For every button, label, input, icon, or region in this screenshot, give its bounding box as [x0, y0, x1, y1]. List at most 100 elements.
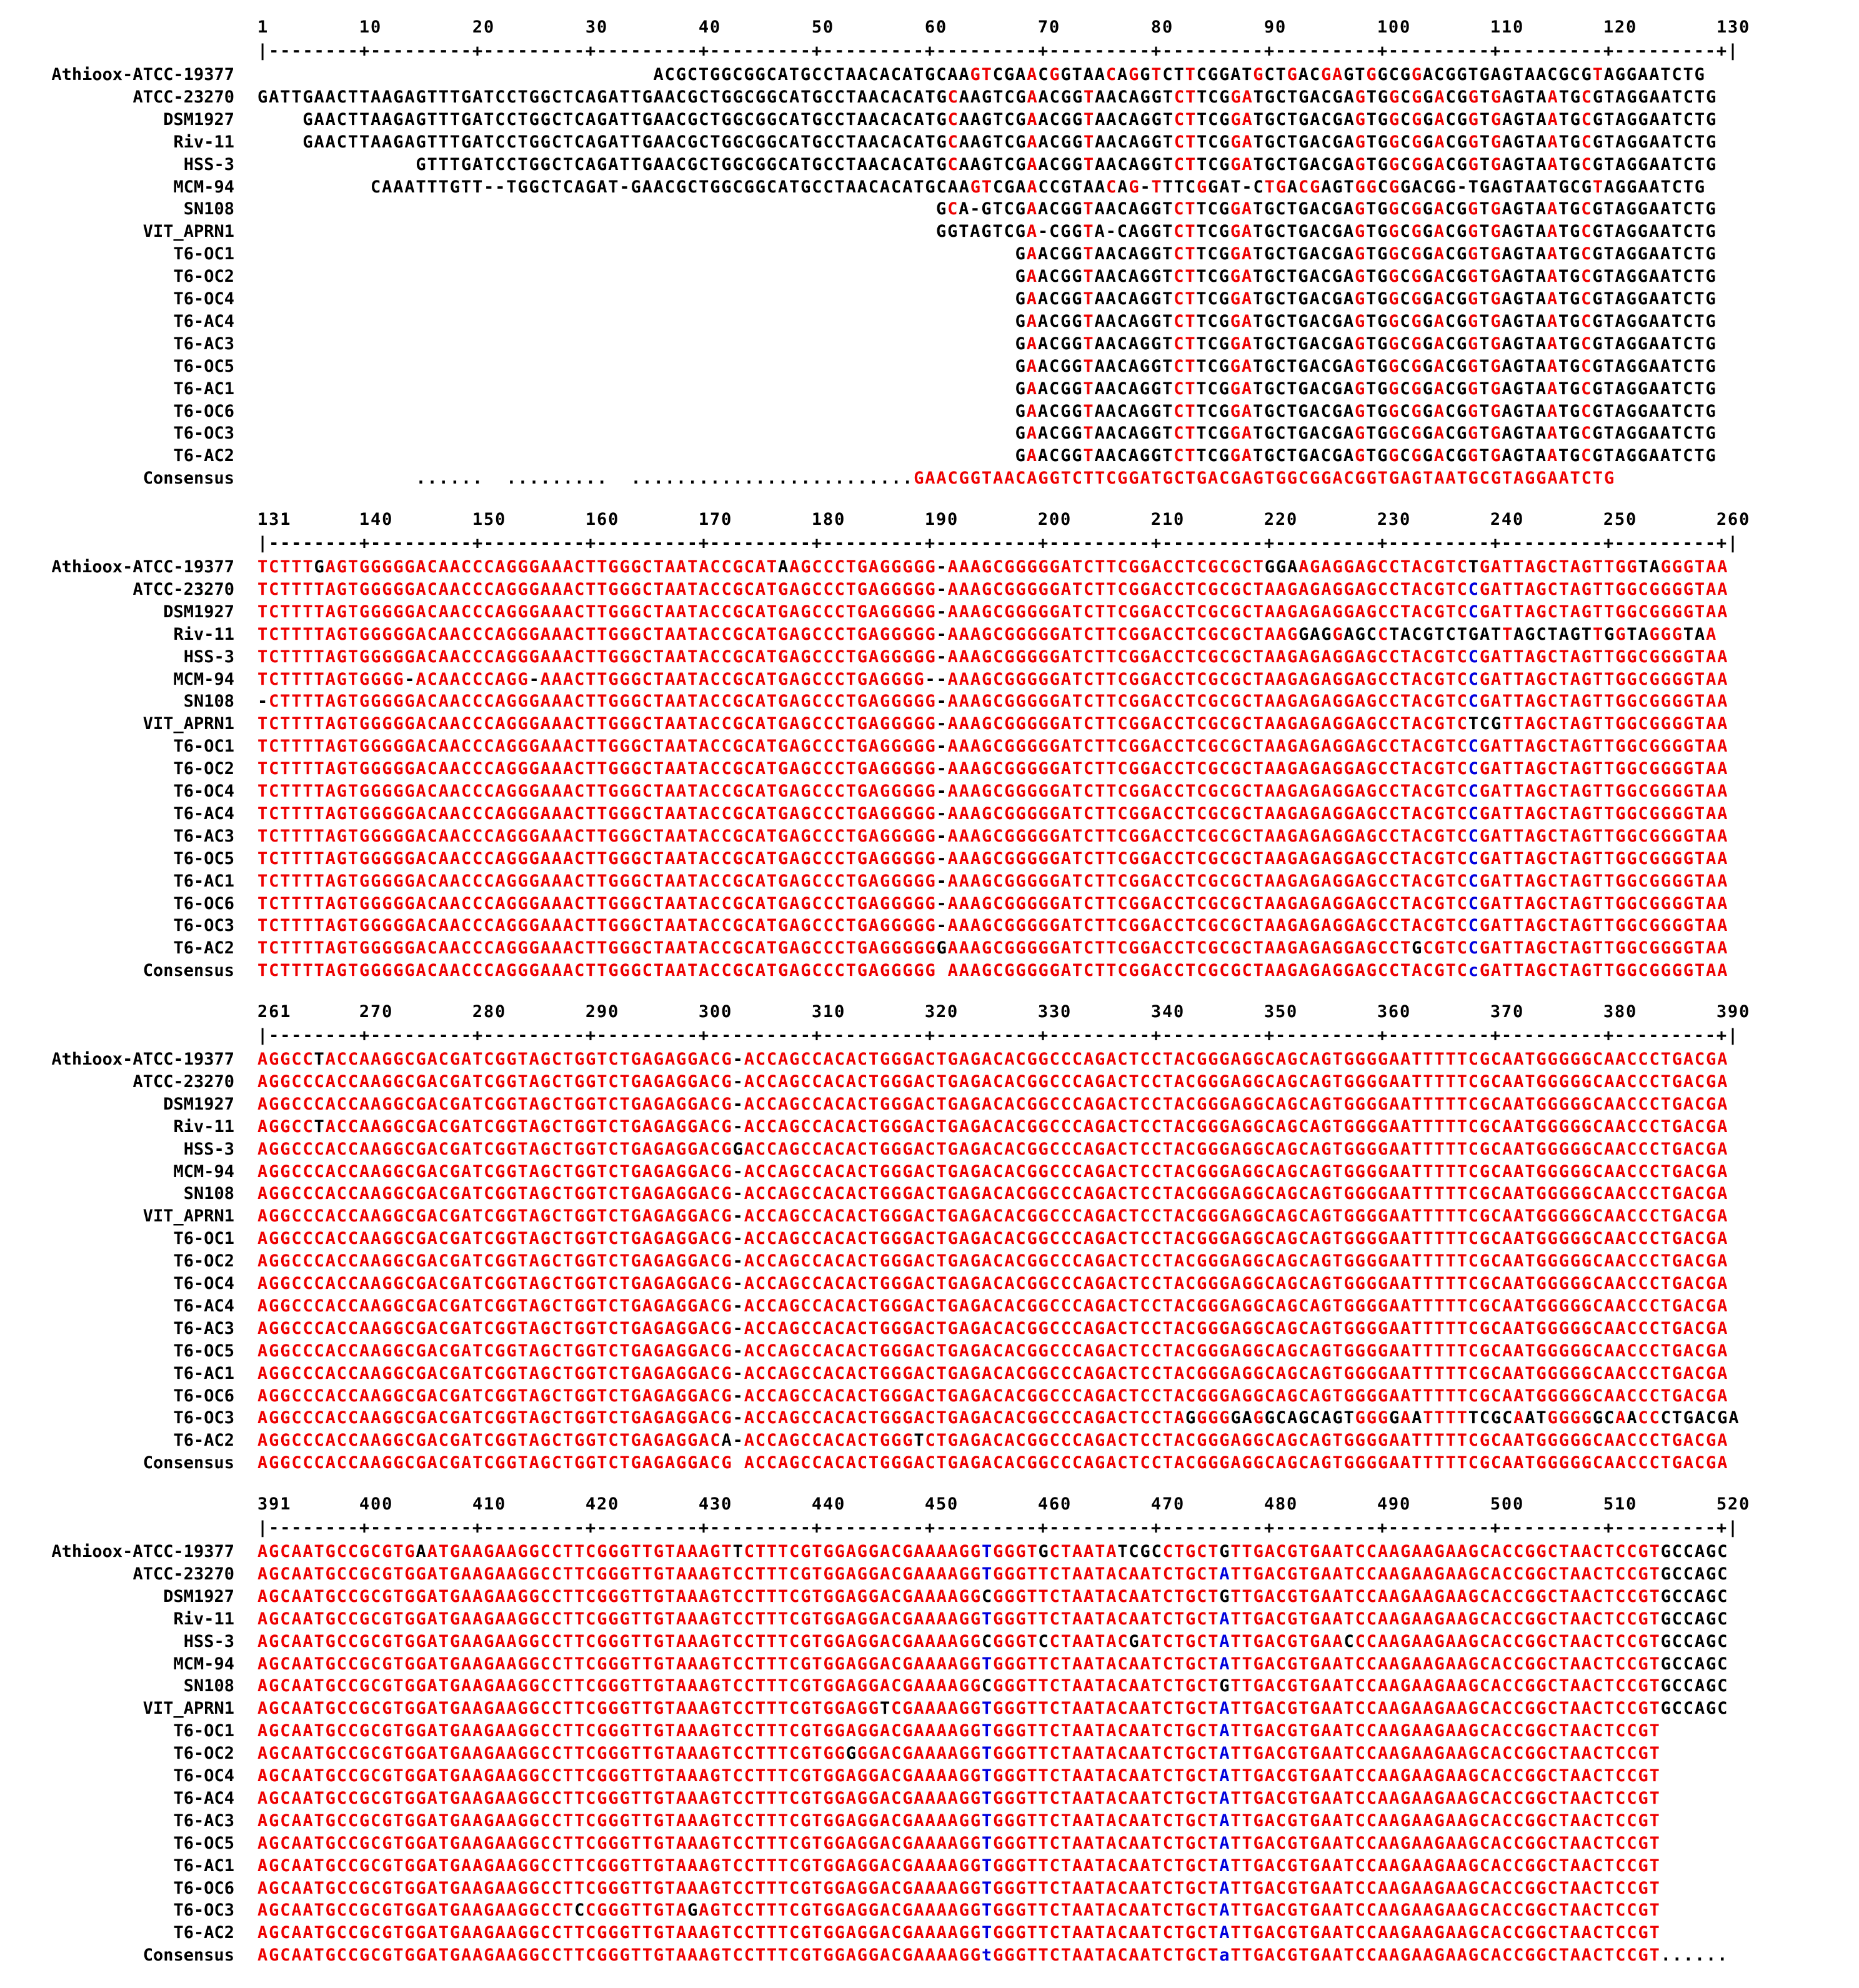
sequence-name: T6-OC6	[173, 1386, 234, 1406]
sequence-row: CAAATTTGTT--TGGCTCAGAT-GAACGCTGGCGGCATGC…	[371, 177, 1706, 197]
sequence-name: Consensus	[142, 469, 234, 489]
sequence-row: AGGCCCACCAAGGCGACGATCGGTAGCTGGTCTGAGAGGA…	[257, 1431, 1729, 1451]
sequence-row: AGGCCCACCAAGGCGACGATCGGTAGCTGGTCTGAGAGGA…	[257, 1229, 1729, 1249]
sequence-name: SN108	[183, 199, 234, 219]
sequence-name: MCM-94	[173, 669, 234, 689]
sequence-row: AGGCCTACCAAGGCGACGATCGGTAGCTGGTCTGAGAGGA…	[257, 1050, 1729, 1069]
sequence-row: TCTTTGAGTGGGGGACAACCCAGGGAAACTTGGGCTAATA…	[257, 557, 1729, 577]
sequence-row: AGGCCCACCAAGGCGACGATCGGTAGCTGGTCTGAGAGGA…	[257, 1161, 1729, 1181]
sequence-row: TCTTTTAGTGGGG-ACAACCCAGG-AAACTTGGGCTAATA…	[257, 669, 1729, 689]
sequence-row: AGGCCCACCAAGGCGACGATCGGTAGCTGGTCTGAGAGGA…	[257, 1341, 1729, 1361]
sequence-row: AGGCCCACCAAGGCGACGATCGGTAGCTGGTCTGAGAGGA…	[257, 1206, 1729, 1226]
sequence-row: AGGCCCACCAAGGCGACGATCGGTAGCTGGTCTGAGAGGA…	[257, 1296, 1729, 1316]
sequence-name: Athioox-ATCC-19377	[51, 557, 234, 577]
sequence-row: TCTTTTAGTGGGGGACAACCCAGGGAAACTTGGGCTAATA…	[257, 938, 1729, 958]
sequence-name: Consensus	[142, 961, 234, 981]
sequence-row: GAACGGTAACAGGTCTTCGGATGCTGACGAGTGGCGGACG…	[1015, 356, 1717, 376]
sequence-row: AGCAATGCCGCGTGGATGAAGAAGGCCTTCGGGTTGTAAA…	[257, 1721, 1661, 1741]
sequence-name: T6-AC4	[173, 803, 234, 823]
sequence-row: AGGCCCACCAAGGCGACGATCGGTAGCTGGTCTGAGAGGA…	[257, 1363, 1729, 1383]
sequence-name: T6-OC2	[173, 1251, 234, 1271]
sequence-name: T6-AC3	[173, 826, 234, 846]
sequence-name: DSM1927	[163, 1094, 234, 1114]
sequence-row: AGGCCCACCAAGGCGACGATCGGTAGCTGGTCTGAGAGGA…	[257, 1139, 1729, 1159]
ruler-line: |--------+---------+---------+---------+…	[257, 1026, 1740, 1045]
sequence-name: T6-OC3	[173, 424, 234, 444]
sequence-row: TCTTTTAGTGGGGGACAACCCAGGGAAACTTGGGCTAATA…	[257, 714, 1729, 734]
sequence-row: AGCAATGCCGCGTGGATGAAGAAGGCCTTCGGGTTGTAAA…	[257, 1586, 1729, 1606]
ruler-numbers: 391 400 410 420 430 440 450 460 470 480 …	[257, 1494, 1751, 1514]
ruler-line: |--------+---------+---------+---------+…	[257, 534, 1740, 553]
sequence-row: TCTTTTAGTGGGGGACAACCCAGGGAAACTTGGGCTAATA…	[257, 579, 1729, 599]
sequence-row: AGCAATGCCGCGTGAATGAAGAAGGCCTTCGGGTTGTAAA…	[257, 1542, 1729, 1561]
sequence-row: AGGCCCACCAAGGCGACGATCGGTAGCTGGTCTGAGAGGA…	[257, 1094, 1729, 1114]
sequence-name: T6-OC5	[173, 356, 234, 376]
sequence-name: T6-OC5	[173, 1833, 234, 1853]
sequence-name: Riv-11	[173, 624, 234, 644]
sequence-row: TCTTTTAGTGGGGGACAACCCAGGGAAACTTGGGCTAATA…	[257, 737, 1729, 757]
sequence-name: ATCC-23270	[132, 579, 234, 599]
consensus-row: AGGCCCACCAAGGCGACGATCGGTAGCTGGTCTGAGAGGA…	[257, 1453, 1729, 1473]
sequence-name: Athioox-ATCC-19377	[51, 1542, 234, 1561]
sequence-row: TCTTTTAGTGGGGGACAACCCAGGGAAACTTGGGCTAATA…	[257, 647, 1729, 667]
sequence-name: T6-OC6	[173, 1878, 234, 1898]
sequence-name: T6-AC2	[173, 1431, 234, 1451]
sequence-name: T6-AC1	[173, 379, 234, 399]
sequence-row: AGCAATGCCGCGTGGATGAAGAAGGCCTTCGGGTTGTAAA…	[257, 1654, 1729, 1674]
ruler-numbers: 131 140 150 160 170 180 190 200 210 220 …	[257, 510, 1751, 529]
sequence-name: T6-OC5	[173, 1341, 234, 1361]
sequence-row: GAACGGTAACAGGTCTTCGGATGCTGACGAGTGGCGGACG…	[1015, 424, 1717, 444]
sequence-row: TCTTTTAGTGGGGGACAACCCAGGGAAACTTGGGCTAATA…	[257, 826, 1729, 846]
sequence-name: VIT_APRN1	[142, 714, 234, 734]
sequence-name: VIT_APRN1	[142, 1206, 234, 1226]
ruler-numbers: 1 10 20 30 40 50 60 70 80 90 100 110 120…	[257, 17, 1751, 37]
sequence-name: HSS-3	[183, 647, 234, 667]
sequence-row: GAACGGTAACAGGTCTTCGGATGCTGACGAGTGGCGGACG…	[1015, 379, 1717, 399]
sequence-row: AGCAATGCCGCGTGGATGAAGAAGGCCTTCGGGTTGTAAA…	[257, 1766, 1661, 1786]
sequence-row: AGGCCCACCAAGGCGACGATCGGTAGCTGGTCTGAGAGGA…	[257, 1071, 1729, 1091]
sequence-name: T6-OC4	[173, 1274, 234, 1293]
sequence-row: AGCAATGCCGCGTGGATGAAGAAGGCCTCCGGGTTGTAGA…	[257, 1901, 1661, 1921]
sequence-row: GATTGAACTTAAGAGTTTGATCCTGGCTCAGATTGAACGC…	[257, 87, 1718, 107]
sequence-row: AGCAATGCCGCGTGGATGAAGAAGGCCTTCGGGTTGTAAA…	[257, 1744, 1661, 1764]
sequence-name: T6-AC4	[173, 1788, 234, 1808]
sequence-row: TCTTTTAGTGGGGGACAACCCAGGGAAACTTGGGCTAATA…	[257, 602, 1729, 622]
sequence-row: AGCAATGCCGCGTGGATGAAGAAGGCCTTCGGGTTGTAAA…	[257, 1811, 1661, 1831]
sequence-name: T6-OC2	[173, 267, 234, 287]
sequence-row: AGCAATGCCGCGTGGATGAAGAAGGCCTTCGGGTTGTAAA…	[257, 1564, 1729, 1584]
sequence-name: T6-OC6	[173, 893, 234, 913]
sequence-row: AGCAATGCCGCGTGGATGAAGAAGGCCTTCGGGTTGTAAA…	[257, 1699, 1729, 1719]
sequence-name: T6-OC1	[173, 244, 234, 264]
sequence-row: AGGCCCACCAAGGCGACGATCGGTAGCTGGTCTGAGAGGA…	[257, 1184, 1729, 1204]
sequence-name: HSS-3	[183, 1139, 234, 1159]
sequence-row: TCTTTTAGTGGGGGACAACCCAGGGAAACTTGGGCTAATA…	[257, 624, 1718, 644]
sequence-name: T6-AC4	[173, 1296, 234, 1316]
sequence-row: AGCAATGCCGCGTGGATGAAGAAGGCCTTCGGGTTGTAAA…	[257, 1788, 1661, 1808]
sequence-row: TCTTTTAGTGGGGGACAACCCAGGGAAACTTGGGCTAATA…	[257, 782, 1729, 801]
sequence-row: TCTTTTAGTGGGGGACAACCCAGGGAAACTTGGGCTAATA…	[257, 803, 1729, 823]
sequence-name: Riv-11	[173, 132, 234, 152]
sequence-row: AGCAATGCCGCGTGGATGAAGAAGGCCTTCGGGTTGTAAA…	[257, 1676, 1729, 1696]
sequence-row: TCTTTTAGTGGGGGACAACCCAGGGAAACTTGGGCTAATA…	[257, 759, 1729, 779]
sequence-row: GTTTGATCCTGGCTCAGATTGAACGCTGGCGGCATGCCTA…	[416, 154, 1717, 174]
sequence-name: Consensus	[142, 1453, 234, 1473]
sequence-name: ATCC-23270	[132, 87, 234, 107]
sequence-name: T6-OC4	[173, 782, 234, 801]
sequence-name: SN108	[183, 1184, 234, 1204]
sequence-name: VIT_APRN1	[142, 222, 234, 242]
sequence-name: T6-AC2	[173, 1923, 234, 1943]
sequence-name: T6-OC4	[173, 1766, 234, 1786]
sequence-row: -CTTTTAGTGGGGGACAACCCAGGGAAACTTGGGCTAATA…	[257, 692, 1729, 712]
sequence-name: SN108	[183, 1676, 234, 1696]
sequence-name: Riv-11	[173, 1116, 234, 1136]
sequence-name: T6-OC1	[173, 1721, 234, 1741]
sequence-name: T6-OC5	[173, 848, 234, 868]
sequence-row: ACGCTGGCGGCATGCCTAACACATGCAAGTCGAACGGTAA…	[653, 65, 1706, 84]
sequence-name: T6-AC1	[173, 871, 234, 891]
sequence-name: T6-AC3	[173, 1318, 234, 1338]
sequence-row: GAACGGTAACAGGTCTTCGGATGCTGACGAGTGGCGGACG…	[1015, 401, 1717, 421]
sequence-name: Athioox-ATCC-19377	[51, 1050, 234, 1069]
sequence-name: MCM-94	[173, 1161, 234, 1181]
ruler-line: |--------+---------+---------+---------+…	[257, 41, 1740, 61]
